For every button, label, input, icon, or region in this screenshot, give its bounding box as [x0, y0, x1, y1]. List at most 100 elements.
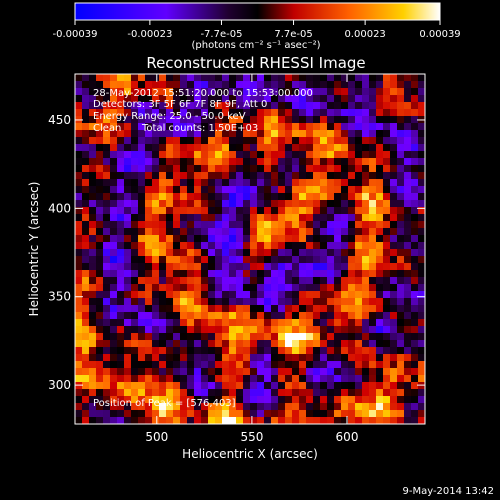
heatmap-cell: [229, 123, 237, 131]
heatmap-cell: [376, 179, 384, 187]
heatmap-cell: [222, 298, 230, 306]
heatmap-cell: [271, 375, 279, 383]
heatmap-cell: [320, 109, 328, 117]
heatmap-cell: [96, 375, 104, 383]
heatmap-cell: [383, 109, 391, 117]
heatmap-cell: [96, 305, 104, 313]
heatmap-cell: [152, 368, 160, 376]
heatmap-cell: [390, 389, 398, 397]
heatmap-cell: [404, 389, 412, 397]
heatmap-cell: [180, 319, 188, 327]
heatmap-cell: [180, 116, 188, 124]
heatmap-cell: [334, 312, 342, 320]
heatmap-cell: [320, 235, 328, 243]
heatmap-cell: [292, 291, 300, 299]
heatmap-cell: [82, 305, 90, 313]
heatmap-cell: [103, 305, 111, 313]
heatmap-cell: [271, 242, 279, 250]
heatmap-cell: [145, 242, 153, 250]
heatmap-cell: [271, 333, 279, 341]
heatmap-cell: [222, 354, 230, 362]
heatmap-cell: [390, 193, 398, 201]
heatmap-cell: [201, 389, 209, 397]
heatmap-cell: [166, 221, 174, 229]
heatmap-cell: [180, 389, 188, 397]
heatmap-cell: [390, 305, 398, 313]
heatmap-cell: [208, 361, 216, 369]
heatmap-cell: [383, 403, 391, 411]
heatmap-cell: [236, 291, 244, 299]
heatmap-cell: [404, 396, 412, 404]
heatmap-cell: [285, 417, 293, 424]
heatmap-cell: [418, 396, 425, 404]
heatmap-cell: [89, 291, 97, 299]
heatmap-cell: [299, 95, 307, 103]
heatmap-cell: [89, 403, 97, 411]
heatmap-cell: [103, 270, 111, 278]
heatmap-cell: [341, 137, 349, 145]
heatmap-cell: [138, 74, 146, 82]
heatmap-cell: [264, 277, 272, 285]
heatmap-cell: [131, 354, 139, 362]
heatmap-cell: [110, 270, 118, 278]
heatmap-cell: [82, 116, 90, 124]
heatmap-cell: [348, 326, 356, 334]
heatmap-cell: [243, 200, 251, 208]
heatmap-cell: [397, 228, 405, 236]
heatmap-cell: [264, 263, 272, 271]
heatmap-cell: [278, 298, 286, 306]
heatmap-cell: [397, 382, 405, 390]
heatmap-cell: [264, 172, 272, 180]
heatmap-cell: [159, 382, 167, 390]
heatmap-cell: [89, 375, 97, 383]
heatmap-cell: [271, 256, 279, 264]
heatmap-cell: [222, 389, 230, 397]
heatmap-cell: [180, 312, 188, 320]
heatmap-cell: [89, 256, 97, 264]
heatmap-cell: [201, 130, 209, 138]
heatmap-cell: [117, 277, 125, 285]
heatmap-cell: [138, 193, 146, 201]
heatmap-cell: [145, 228, 153, 236]
heatmap-cell: [124, 102, 132, 110]
heatmap-cell: [278, 389, 286, 397]
heatmap-cell: [117, 347, 125, 355]
heatmap-cell: [166, 214, 174, 222]
heatmap-cell: [215, 249, 223, 257]
heatmap-cell: [334, 263, 342, 271]
heatmap-cell: [390, 207, 398, 215]
heatmap-cell: [229, 417, 237, 424]
heatmap-cell: [257, 158, 265, 166]
heatmap-cell: [173, 396, 181, 404]
heatmap-cell: [278, 179, 286, 187]
heatmap-cell: [110, 123, 118, 131]
heatmap-cell: [362, 389, 370, 397]
heatmap-cell: [285, 179, 293, 187]
heatmap-cell: [362, 256, 370, 264]
heatmap-cell: [75, 200, 83, 208]
heatmap-cell: [243, 207, 251, 215]
heatmap-cell: [313, 214, 321, 222]
heatmap-cell: [390, 312, 398, 320]
heatmap-cell: [334, 172, 342, 180]
heatmap-cell: [390, 375, 398, 383]
heatmap-cell: [75, 298, 83, 306]
heatmap-cell: [89, 88, 97, 96]
heatmap-cell: [89, 235, 97, 243]
heatmap-cell: [208, 102, 216, 110]
heatmap-cell: [271, 186, 279, 194]
heatmap-cell: [145, 270, 153, 278]
heatmap-cell: [243, 333, 251, 341]
heatmap-cell: [320, 228, 328, 236]
heatmap-cell: [138, 123, 146, 131]
heatmap-cell: [173, 354, 181, 362]
heatmap-cell: [229, 354, 237, 362]
heatmap-cell: [194, 333, 202, 341]
heatmap-cell: [173, 165, 181, 173]
heatmap-cell: [271, 158, 279, 166]
heatmap-cell: [313, 74, 321, 82]
heatmap-cell: [180, 130, 188, 138]
heatmap-cell: [285, 74, 293, 82]
heatmap-cell: [194, 130, 202, 138]
heatmap-cell: [145, 326, 153, 334]
